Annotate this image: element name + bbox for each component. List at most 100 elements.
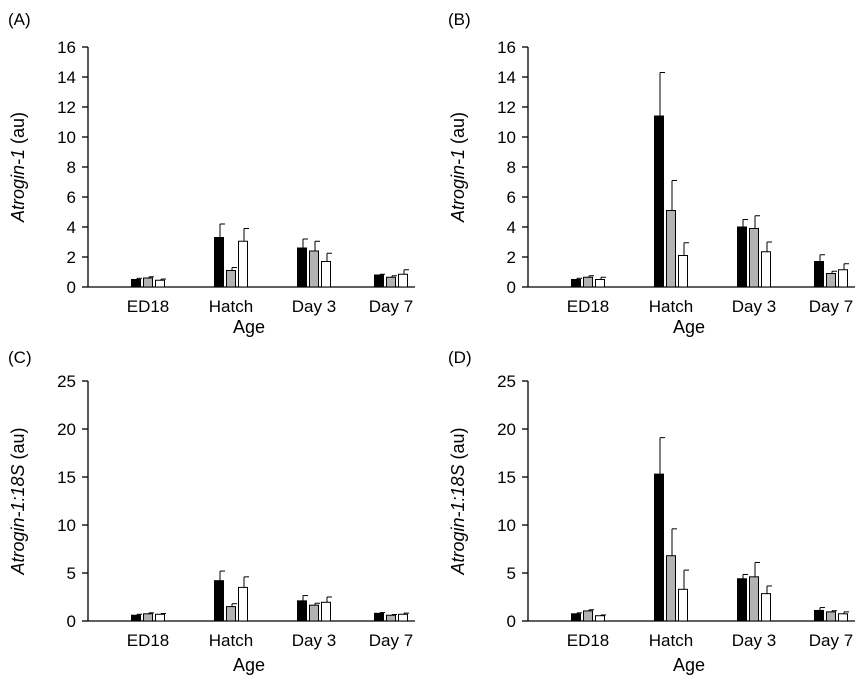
bar-s2-ed18	[583, 276, 593, 288]
bar-s2-day-3	[309, 604, 319, 622]
bar-s1-day-3	[737, 578, 747, 622]
bar-s2-hatch	[226, 606, 236, 622]
x-tick-label: Day 7	[809, 631, 853, 650]
bar-s1-hatch	[654, 473, 664, 622]
chart-panel-d: (D) 0 5 10 15 20 25 ED18 Hatch Day 3 Day 7 Age Atrog…	[448, 348, 855, 675]
x-tick-label: Day 3	[732, 631, 776, 650]
x-tick-label: Day 3	[292, 297, 336, 316]
bar-s1-hatch	[214, 237, 224, 288]
y-tick-label: 10	[497, 128, 516, 147]
y-tick-label: 14	[57, 68, 76, 87]
y-tick-label: 14	[497, 68, 516, 87]
bar-s2-day-3	[749, 576, 759, 622]
y-tick-label: 5	[67, 564, 76, 583]
bar-s3-ed18	[155, 279, 165, 288]
bar-s1-day-7	[814, 609, 824, 622]
y-tick-label: 6	[67, 188, 76, 207]
y-tick-label: 5	[507, 564, 516, 583]
y-tick-label: 10	[57, 128, 76, 147]
x-tick-label: ED18	[127, 631, 170, 650]
y-axis-title-gene: Atrogin-1:18S	[448, 464, 468, 575]
bar-s3-hatch	[238, 240, 248, 288]
y-tick-label: 6	[507, 188, 516, 207]
bar-s3-ed18	[595, 615, 605, 622]
y-tick-label: 12	[497, 98, 516, 117]
y-axis-title: Atrogin-1:18S (au)	[448, 427, 468, 575]
x-tick-label: ED18	[127, 297, 170, 316]
bar-s2-ed18	[143, 277, 153, 288]
bar-s1-ed18	[571, 279, 581, 288]
bar-s1-day-7	[374, 612, 384, 622]
y-axis-title: Atrogin-1:18S (au)	[8, 427, 28, 575]
panel-label: (A)	[8, 10, 31, 29]
y-tick-label: 0	[67, 278, 76, 297]
y-axis-title-unit: (au)	[8, 112, 28, 149]
y-tick-label: 25	[497, 372, 516, 391]
panel-label: (C)	[8, 348, 32, 367]
panel-label: (D)	[448, 348, 472, 367]
y-axis-title-gene: Atrogin-1	[8, 149, 28, 223]
bar-s2-ed18	[143, 613, 153, 622]
bar-s2-hatch	[226, 270, 236, 288]
bar-s1-ed18	[131, 614, 141, 622]
y-axis-title-gene: Atrogin-1:18S	[8, 464, 28, 575]
x-tick-label: Hatch	[209, 631, 253, 650]
y-tick-label: 20	[497, 420, 516, 439]
x-tick-label: Day 7	[809, 297, 853, 316]
bar-s2-day-3	[309, 250, 319, 288]
bar-s1-hatch	[214, 580, 224, 622]
y-tick-label: 2	[67, 248, 76, 267]
y-tick-label: 0	[507, 278, 516, 297]
bar-s3-day-7	[838, 613, 848, 622]
bar-s1-ed18	[131, 279, 141, 288]
bar-s2-day-3	[749, 228, 759, 288]
bar-s3-day-7	[838, 269, 848, 288]
y-axis-title-unit: (au)	[8, 427, 28, 464]
x-tick-label: Day 3	[732, 297, 776, 316]
y-tick-label: 15	[497, 468, 516, 487]
y-tick-label: 12	[57, 98, 76, 117]
y-tick-label: 2	[507, 248, 516, 267]
y-axis-title-gene: Atrogin-1	[448, 149, 468, 223]
y-tick-label: 16	[57, 38, 76, 57]
bar-s2-day-7	[826, 611, 836, 622]
bar-s2-day-7	[386, 276, 396, 288]
y-tick-label: 25	[57, 372, 76, 391]
y-tick-label: 10	[57, 516, 76, 535]
bar-s3-day-7	[398, 273, 408, 288]
bar-s3-day-3	[321, 601, 331, 622]
bar-s3-day-7	[398, 613, 408, 622]
y-axis-title: Atrogin-1 (au)	[8, 112, 28, 223]
bar-s3-day-3	[761, 251, 771, 288]
x-tick-label: Day 7	[369, 631, 413, 650]
y-axis-title-unit: (au)	[448, 112, 468, 149]
bar-s3-hatch	[678, 255, 688, 288]
y-tick-label: 4	[67, 218, 76, 237]
bar-s1-day-3	[297, 247, 307, 288]
x-tick-label: Day 3	[292, 631, 336, 650]
panel-label: (B)	[448, 10, 471, 29]
bar-s2-hatch	[666, 555, 676, 622]
chart-panel-c: (C) 0 5 10 15 20 25 ED18 Hatch Day 3 Day 7 Age Atrog…	[8, 348, 415, 675]
y-tick-label: 16	[497, 38, 516, 57]
y-tick-label: 8	[67, 158, 76, 177]
y-tick-label: 20	[57, 420, 76, 439]
bar-s1-day-3	[297, 600, 307, 622]
bar-s2-day-7	[826, 273, 836, 288]
y-tick-label: 15	[57, 468, 76, 487]
bar-s1-day-3	[737, 226, 747, 288]
x-tick-label: ED18	[567, 631, 610, 650]
x-tick-label: Hatch	[649, 297, 693, 316]
bar-s1-day-7	[374, 274, 384, 288]
chart-panel-a: (A) 0 2 4 6 8 10 12 14 16 ED18 Hatch Day 3 Day 7 Age At…	[8, 10, 415, 337]
y-tick-label: 10	[497, 516, 516, 535]
bar-s3-day-3	[761, 593, 771, 622]
x-tick-label: Hatch	[209, 297, 253, 316]
y-tick-label: 0	[507, 612, 516, 631]
x-tick-label: Hatch	[649, 631, 693, 650]
bar-s3-ed18	[155, 613, 165, 622]
x-tick-label: Day 7	[369, 297, 413, 316]
bar-s3-hatch	[678, 588, 688, 622]
bar-s2-hatch	[666, 210, 676, 288]
